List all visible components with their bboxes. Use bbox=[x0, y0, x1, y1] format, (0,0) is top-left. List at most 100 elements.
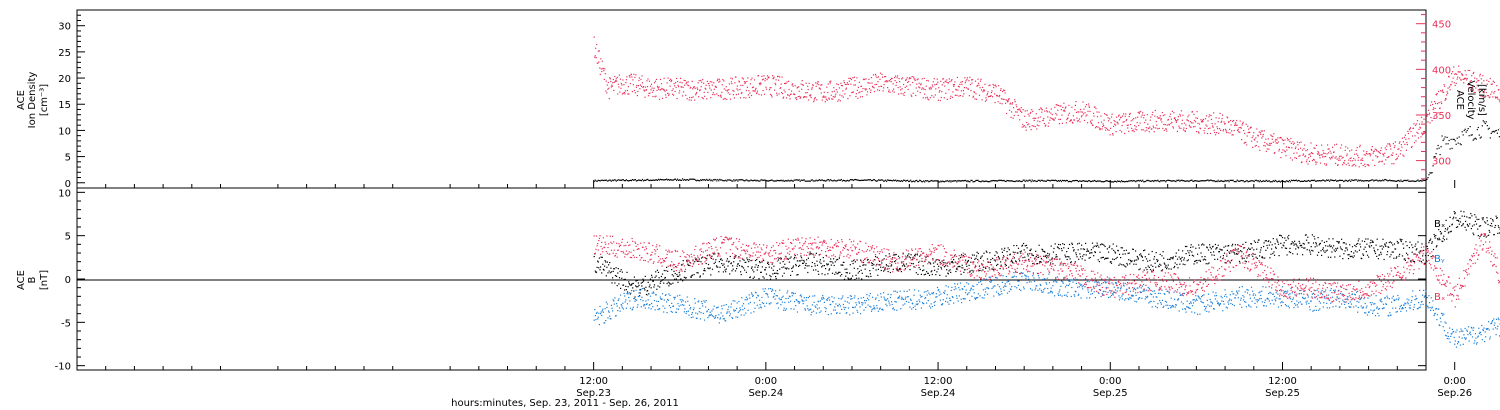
velocity-point bbox=[1259, 149, 1261, 151]
density-point bbox=[1339, 179, 1341, 181]
density-point bbox=[870, 180, 873, 182]
velocity-point bbox=[1046, 110, 1048, 112]
bx-point bbox=[1498, 226, 1500, 229]
velocity-point bbox=[715, 86, 717, 88]
velocity-point bbox=[1139, 111, 1141, 113]
density-point bbox=[1399, 180, 1401, 183]
bx-point bbox=[874, 256, 877, 258]
bx-point bbox=[643, 287, 645, 289]
velocity-point bbox=[1220, 121, 1222, 123]
bx-point bbox=[1456, 219, 1458, 221]
bx-point bbox=[739, 260, 741, 262]
velocity-point bbox=[807, 85, 809, 87]
velocity-point bbox=[1095, 107, 1097, 110]
velocity-point bbox=[1375, 149, 1377, 151]
density-point bbox=[1452, 138, 1454, 140]
bx-point bbox=[653, 286, 655, 288]
bx-point bbox=[659, 286, 661, 288]
bx-point bbox=[600, 266, 602, 268]
density-point bbox=[696, 180, 698, 182]
bx-point bbox=[658, 277, 660, 279]
velocity-point bbox=[989, 84, 991, 86]
velocity-point bbox=[874, 73, 877, 75]
velocity-point bbox=[1019, 119, 1021, 121]
bx-point bbox=[795, 265, 797, 267]
velocity-point bbox=[1470, 89, 1472, 91]
velocity-point bbox=[750, 94, 753, 97]
velocity-point bbox=[1243, 142, 1245, 144]
density-point bbox=[743, 180, 745, 182]
bx-point bbox=[936, 271, 938, 273]
bx-point bbox=[824, 274, 826, 276]
velocity-point bbox=[661, 87, 663, 90]
velocity-point bbox=[894, 80, 896, 82]
bx-point bbox=[1195, 247, 1197, 249]
bx-point bbox=[1182, 250, 1184, 252]
density-point bbox=[986, 180, 988, 182]
velocity-point bbox=[1437, 103, 1439, 105]
bx-point bbox=[602, 268, 604, 270]
density-point bbox=[1223, 180, 1225, 183]
density-point bbox=[963, 180, 965, 182]
density-point bbox=[1215, 180, 1217, 182]
density-point bbox=[1154, 179, 1156, 182]
velocity-point bbox=[657, 87, 659, 89]
bx-point bbox=[765, 273, 768, 275]
bx-point bbox=[838, 271, 840, 273]
velocity-point bbox=[899, 86, 901, 88]
density-point bbox=[790, 179, 792, 181]
bx-point bbox=[798, 260, 800, 262]
bx-point bbox=[1350, 256, 1352, 258]
velocity-point bbox=[1348, 164, 1350, 166]
bx-point bbox=[1144, 256, 1146, 258]
bx-point bbox=[1320, 250, 1322, 252]
velocity-point bbox=[1260, 130, 1262, 132]
bx-point bbox=[618, 277, 621, 279]
velocity-point bbox=[1109, 118, 1111, 120]
velocity-point bbox=[1462, 78, 1464, 80]
velocity-point bbox=[1136, 122, 1138, 124]
bx-point bbox=[1331, 247, 1334, 249]
velocity-point bbox=[879, 72, 882, 74]
velocity-point bbox=[916, 83, 918, 85]
density-tick-label: 25 bbox=[58, 48, 71, 59]
velocity-point bbox=[1322, 156, 1324, 158]
velocity-point bbox=[1355, 149, 1357, 151]
bx-point bbox=[757, 266, 759, 268]
bx-point bbox=[974, 258, 976, 260]
velocity-point bbox=[1409, 128, 1411, 130]
velocity-point bbox=[1210, 114, 1212, 117]
velocity-point bbox=[951, 96, 953, 98]
velocity-point bbox=[731, 78, 733, 80]
velocity-point bbox=[1228, 121, 1230, 123]
bx-point bbox=[1113, 249, 1115, 251]
density-point bbox=[1181, 179, 1183, 181]
bx-point bbox=[1328, 238, 1330, 240]
velocity-point bbox=[1324, 152, 1326, 155]
velocity-point bbox=[903, 94, 905, 96]
density-point bbox=[710, 180, 712, 182]
bx-point bbox=[1351, 255, 1353, 257]
density-point bbox=[982, 180, 984, 182]
density-point bbox=[987, 181, 989, 183]
bx-point bbox=[936, 263, 939, 265]
bx-point bbox=[975, 257, 977, 259]
velocity-point bbox=[1260, 133, 1262, 135]
bx-point bbox=[661, 273, 664, 275]
velocity-point bbox=[635, 86, 637, 88]
density-point bbox=[1145, 180, 1147, 182]
velocity-point bbox=[702, 98, 704, 100]
velocity-point bbox=[1492, 96, 1494, 98]
velocity-point bbox=[968, 95, 970, 97]
velocity-point bbox=[1008, 99, 1010, 101]
velocity-point bbox=[668, 93, 670, 95]
bx-point bbox=[1069, 258, 1071, 260]
velocity-point bbox=[931, 84, 933, 86]
density-point bbox=[890, 179, 892, 181]
velocity-point bbox=[1443, 84, 1445, 86]
velocity-point bbox=[1398, 148, 1400, 150]
bx-point bbox=[1186, 245, 1188, 248]
bx-point bbox=[1226, 255, 1228, 257]
bx-point bbox=[764, 269, 766, 271]
velocity-point bbox=[1129, 112, 1131, 114]
